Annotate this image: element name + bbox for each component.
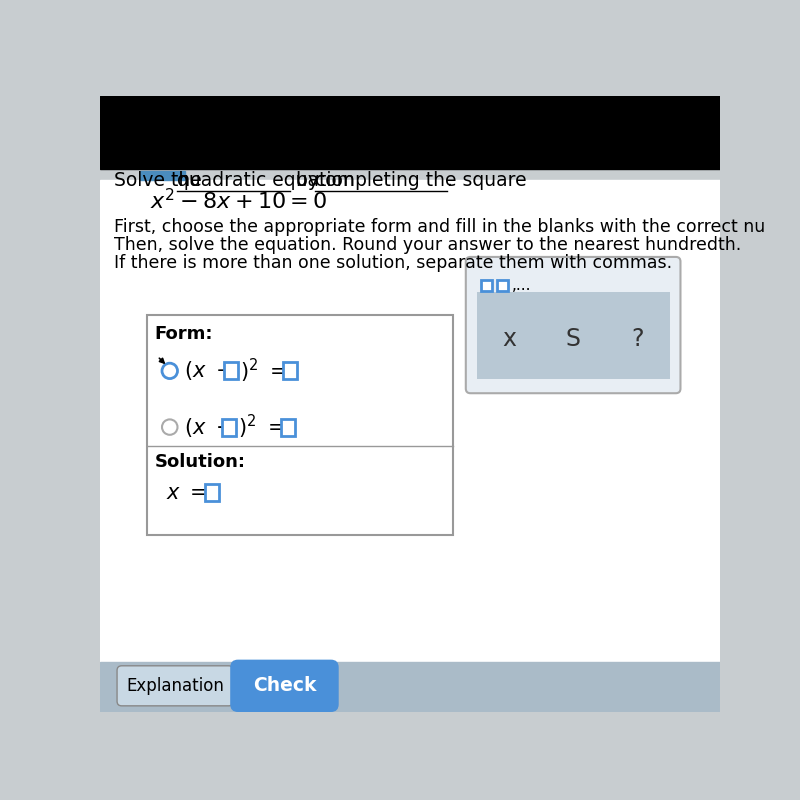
Text: ?: ? bbox=[631, 326, 643, 350]
Text: $x^2-8x+10=0$: $x^2-8x+10=0$ bbox=[150, 188, 328, 213]
FancyBboxPatch shape bbox=[466, 257, 681, 394]
Text: $)^2\ =\ $: $)^2\ =\ $ bbox=[239, 357, 286, 385]
Bar bbox=[482, 280, 492, 291]
Text: x: x bbox=[502, 326, 516, 350]
Bar bbox=[146, 315, 453, 535]
Text: $)^2\ =\ $: $)^2\ =\ $ bbox=[238, 413, 285, 442]
Bar bbox=[477, 292, 670, 379]
Text: Solution:: Solution: bbox=[154, 453, 246, 470]
Text: quadratic equation: quadratic equation bbox=[177, 171, 354, 190]
Text: First, choose the appropriate form and fill in the blanks with the correct nu: First, choose the appropriate form and f… bbox=[114, 218, 766, 236]
Bar bbox=[205, 484, 218, 501]
Text: $x\ =$: $x\ =$ bbox=[166, 482, 207, 502]
Circle shape bbox=[162, 363, 178, 378]
Bar bbox=[222, 418, 237, 435]
Bar bbox=[100, 180, 720, 662]
Text: $(x\ +$: $(x\ +$ bbox=[184, 359, 233, 382]
Text: Solve the: Solve the bbox=[114, 171, 208, 190]
Text: completing the square: completing the square bbox=[315, 171, 526, 190]
Text: Check: Check bbox=[253, 676, 316, 695]
Text: $(x\ -$: $(x\ -$ bbox=[184, 416, 232, 438]
Bar bbox=[497, 280, 508, 291]
Text: Form:: Form: bbox=[154, 325, 213, 342]
Bar bbox=[282, 418, 295, 435]
Bar bbox=[100, 662, 720, 712]
Bar bbox=[140, 170, 186, 180]
FancyBboxPatch shape bbox=[117, 666, 234, 706]
FancyBboxPatch shape bbox=[230, 660, 338, 712]
Text: Explanation: Explanation bbox=[126, 677, 224, 695]
Bar bbox=[100, 96, 720, 169]
Circle shape bbox=[162, 419, 178, 434]
Text: If there is more than one solution, separate them with commas.: If there is more than one solution, sepa… bbox=[114, 254, 672, 271]
Bar bbox=[224, 362, 238, 379]
Text: Then, solve the equation. Round your answer to the nearest hundredth.: Then, solve the equation. Round your ans… bbox=[114, 236, 742, 254]
Text: S: S bbox=[566, 326, 580, 350]
Text: by: by bbox=[290, 171, 325, 190]
Text: ,...: ,... bbox=[512, 278, 532, 293]
Text: .: . bbox=[446, 171, 453, 190]
Bar bbox=[283, 362, 297, 379]
